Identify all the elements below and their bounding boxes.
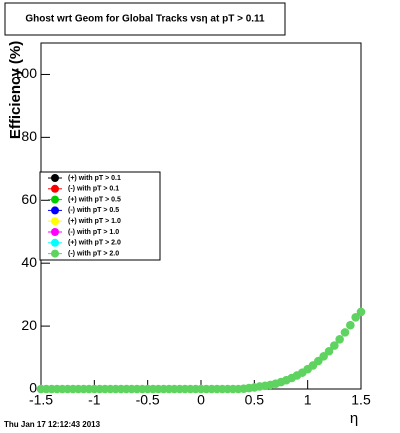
legend-label: (+) with pT > 0.1: [68, 175, 121, 182]
legend-marker: [51, 174, 59, 182]
legend-marker: [51, 184, 59, 193]
data-point: [324, 346, 334, 356]
legend-marker: [51, 228, 59, 236]
legend-marker: [51, 217, 59, 226]
y-tick-label: 80: [21, 128, 37, 144]
y-tick-label: 60: [21, 191, 37, 207]
x-tick-label: 0: [197, 392, 205, 408]
y-axis-label: Efficiency (%): [7, 41, 24, 139]
y-tick-label: 20: [21, 317, 37, 333]
legend-label: (+) with pT > 2.0: [68, 240, 121, 247]
x-tick-label: -0.5: [136, 392, 160, 408]
data-point: [340, 328, 350, 337]
legend-label: (+) with pT > 0.5: [68, 196, 121, 203]
data-point: [335, 335, 344, 344]
legend-box: [39, 171, 161, 261]
y-tick-label: 100: [14, 65, 38, 81]
footer-date: Thu Jan 17 12:12:43 2013: [4, 420, 101, 429]
legend-label: (-) with pT > 0.1: [68, 186, 119, 193]
x-tick-label: 1.5: [351, 392, 371, 408]
legend-label: (-) with pT > 1.0: [68, 229, 119, 236]
y-tick-label: 40: [21, 254, 37, 270]
x-axis-label: η: [350, 410, 358, 427]
legend-label: (+) with pT > 1.0: [68, 218, 121, 225]
legend-marker: [51, 206, 59, 215]
legend-label: (-) with pT > 2.0: [68, 250, 119, 257]
data-point: [356, 307, 366, 317]
legend-marker: [51, 195, 59, 204]
data-point: [346, 320, 355, 330]
data-point: [351, 312, 360, 322]
x-tick-label: 1: [304, 392, 312, 408]
legend-marker: [51, 249, 59, 258]
y-tick-label: 0: [29, 380, 37, 396]
title-box: [4, 2, 286, 36]
legend-marker: [51, 238, 59, 247]
legend-label: (-) with pT > 0.5: [68, 207, 119, 214]
data-point: [330, 341, 339, 350]
x-tick-label: -1.5: [29, 392, 53, 408]
x-tick-label: 0.5: [245, 392, 265, 408]
chart-title: Ghost wrt Geom for Global Tracks vsη at …: [25, 14, 265, 25]
x-tick-label: -1: [88, 392, 101, 408]
